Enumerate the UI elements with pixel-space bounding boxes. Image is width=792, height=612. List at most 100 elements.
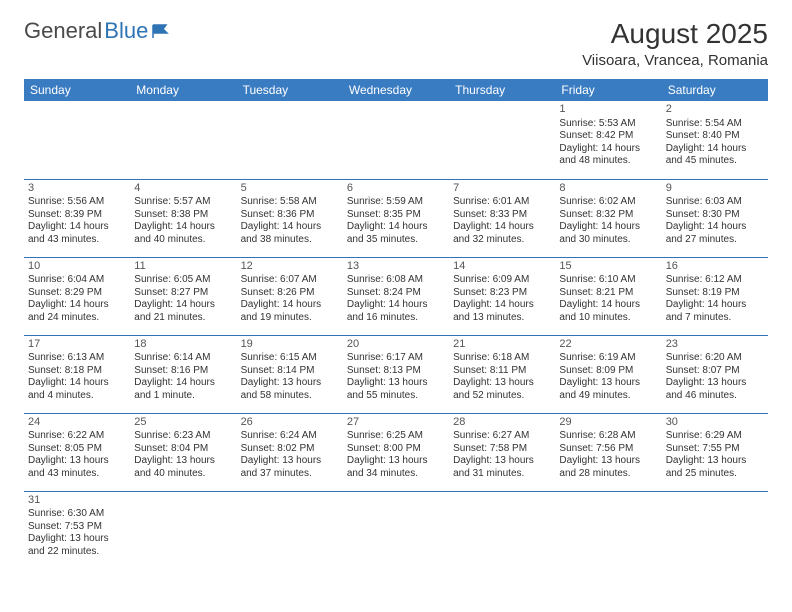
day-info-line: Sunrise: 6:29 AM xyxy=(666,430,764,443)
day-info-line: and 7 minutes. xyxy=(666,312,764,325)
day-info-line: Daylight: 14 hours xyxy=(241,299,339,312)
day-info-line: Daylight: 14 hours xyxy=(28,377,126,390)
day-info-line: Sunrise: 6:25 AM xyxy=(347,430,445,443)
day-info-line: Daylight: 14 hours xyxy=(241,221,339,234)
day-info-line: Daylight: 13 hours xyxy=(559,377,657,390)
logo: General Blue xyxy=(24,18,174,44)
day-info-line: Daylight: 14 hours xyxy=(347,299,445,312)
calendar-day-cell: 9Sunrise: 6:03 AMSunset: 8:30 PMDaylight… xyxy=(662,179,768,257)
calendar-table: Sunday Monday Tuesday Wednesday Thursday… xyxy=(24,79,768,569)
day-info-line: Daylight: 13 hours xyxy=(453,377,551,390)
day-info-line: Sunrise: 6:17 AM xyxy=(347,352,445,365)
calendar-day-cell xyxy=(237,491,343,569)
weekday-header: Sunday xyxy=(24,79,130,101)
day-info-line: Sunset: 8:24 PM xyxy=(347,287,445,300)
calendar-day-cell: 13Sunrise: 6:08 AMSunset: 8:24 PMDayligh… xyxy=(343,257,449,335)
day-number: 22 xyxy=(559,338,657,352)
day-info-line: Sunset: 8:26 PM xyxy=(241,287,339,300)
day-info-line: Sunrise: 6:24 AM xyxy=(241,430,339,443)
calendar-day-cell xyxy=(237,101,343,179)
weekday-header: Friday xyxy=(555,79,661,101)
day-info-line: Sunrise: 6:01 AM xyxy=(453,196,551,209)
day-info-line: and 31 minutes. xyxy=(453,468,551,481)
day-info-line: and 13 minutes. xyxy=(453,312,551,325)
day-info-line: and 45 minutes. xyxy=(666,155,764,168)
day-info-line: Daylight: 13 hours xyxy=(28,455,126,468)
day-info-line: Sunrise: 6:03 AM xyxy=(666,196,764,209)
day-info-line: Daylight: 14 hours xyxy=(453,221,551,234)
day-number: 27 xyxy=(347,416,445,430)
day-info-line: Sunset: 8:13 PM xyxy=(347,365,445,378)
day-info-line: Sunrise: 6:12 AM xyxy=(666,274,764,287)
calendar-day-cell: 6Sunrise: 5:59 AMSunset: 8:35 PMDaylight… xyxy=(343,179,449,257)
day-info-line: Daylight: 13 hours xyxy=(453,455,551,468)
calendar-day-cell xyxy=(343,491,449,569)
weekday-header: Saturday xyxy=(662,79,768,101)
day-number: 11 xyxy=(134,260,232,274)
day-info-line: Sunset: 8:27 PM xyxy=(134,287,232,300)
weekday-header: Tuesday xyxy=(237,79,343,101)
calendar-day-cell: 31Sunrise: 6:30 AMSunset: 7:53 PMDayligh… xyxy=(24,491,130,569)
day-info-line: Daylight: 14 hours xyxy=(559,143,657,156)
day-number: 19 xyxy=(241,338,339,352)
day-info-line: Sunrise: 6:22 AM xyxy=(28,430,126,443)
day-info-line: Sunset: 7:55 PM xyxy=(666,443,764,456)
calendar-day-cell: 4Sunrise: 5:57 AMSunset: 8:38 PMDaylight… xyxy=(130,179,236,257)
day-info-line: Sunset: 8:33 PM xyxy=(453,209,551,222)
day-info-line: Daylight: 14 hours xyxy=(347,221,445,234)
weekday-header: Wednesday xyxy=(343,79,449,101)
calendar-week-row: 10Sunrise: 6:04 AMSunset: 8:29 PMDayligh… xyxy=(24,257,768,335)
day-info-line: and 43 minutes. xyxy=(28,234,126,247)
calendar-day-cell xyxy=(449,491,555,569)
calendar-week-row: 24Sunrise: 6:22 AMSunset: 8:05 PMDayligh… xyxy=(24,413,768,491)
calendar-week-row: 1Sunrise: 5:53 AMSunset: 8:42 PMDaylight… xyxy=(24,101,768,179)
day-number: 16 xyxy=(666,260,764,274)
calendar-day-cell: 3Sunrise: 5:56 AMSunset: 8:39 PMDaylight… xyxy=(24,179,130,257)
calendar-day-cell: 25Sunrise: 6:23 AMSunset: 8:04 PMDayligh… xyxy=(130,413,236,491)
logo-text-1: General xyxy=(24,18,102,44)
day-info-line: Sunset: 8:23 PM xyxy=(453,287,551,300)
day-info-line: Daylight: 14 hours xyxy=(453,299,551,312)
day-number: 10 xyxy=(28,260,126,274)
calendar-day-cell: 28Sunrise: 6:27 AMSunset: 7:58 PMDayligh… xyxy=(449,413,555,491)
day-number: 24 xyxy=(28,416,126,430)
day-number: 15 xyxy=(559,260,657,274)
day-info-line: and 35 minutes. xyxy=(347,234,445,247)
day-info-line: Sunrise: 6:14 AM xyxy=(134,352,232,365)
day-info-line: Sunrise: 5:53 AM xyxy=(559,118,657,131)
day-info-line: and 30 minutes. xyxy=(559,234,657,247)
day-number: 25 xyxy=(134,416,232,430)
calendar-week-row: 17Sunrise: 6:13 AMSunset: 8:18 PMDayligh… xyxy=(24,335,768,413)
day-info-line: Sunrise: 6:20 AM xyxy=(666,352,764,365)
day-number: 3 xyxy=(28,182,126,196)
day-info-line: and 46 minutes. xyxy=(666,390,764,403)
day-info-line: and 21 minutes. xyxy=(134,312,232,325)
day-info-line: and 27 minutes. xyxy=(666,234,764,247)
day-info-line: Sunrise: 6:28 AM xyxy=(559,430,657,443)
day-info-line: Daylight: 14 hours xyxy=(559,221,657,234)
day-info-line: Sunset: 8:40 PM xyxy=(666,130,764,143)
day-info-line: Sunrise: 5:57 AM xyxy=(134,196,232,209)
month-title: August 2025 xyxy=(582,18,768,50)
day-info-line: Sunset: 8:11 PM xyxy=(453,365,551,378)
weekday-header: Thursday xyxy=(449,79,555,101)
day-info-line: and 4 minutes. xyxy=(28,390,126,403)
calendar-day-cell xyxy=(130,101,236,179)
day-info-line: Sunset: 8:38 PM xyxy=(134,209,232,222)
calendar-day-cell: 30Sunrise: 6:29 AMSunset: 7:55 PMDayligh… xyxy=(662,413,768,491)
calendar-day-cell: 29Sunrise: 6:28 AMSunset: 7:56 PMDayligh… xyxy=(555,413,661,491)
day-info-line: Sunset: 8:02 PM xyxy=(241,443,339,456)
day-info-line: Sunrise: 6:18 AM xyxy=(453,352,551,365)
day-number: 8 xyxy=(559,182,657,196)
day-info-line: Daylight: 13 hours xyxy=(134,455,232,468)
day-info-line: Sunset: 8:00 PM xyxy=(347,443,445,456)
day-info-line: Sunset: 8:18 PM xyxy=(28,365,126,378)
day-number: 13 xyxy=(347,260,445,274)
day-info-line: Daylight: 14 hours xyxy=(134,299,232,312)
day-info-line: and 55 minutes. xyxy=(347,390,445,403)
calendar-day-cell: 15Sunrise: 6:10 AMSunset: 8:21 PMDayligh… xyxy=(555,257,661,335)
location: Viisoara, Vrancea, Romania xyxy=(582,52,768,69)
day-number: 6 xyxy=(347,182,445,196)
day-info-line: and 16 minutes. xyxy=(347,312,445,325)
day-info-line: and 22 minutes. xyxy=(28,546,126,559)
